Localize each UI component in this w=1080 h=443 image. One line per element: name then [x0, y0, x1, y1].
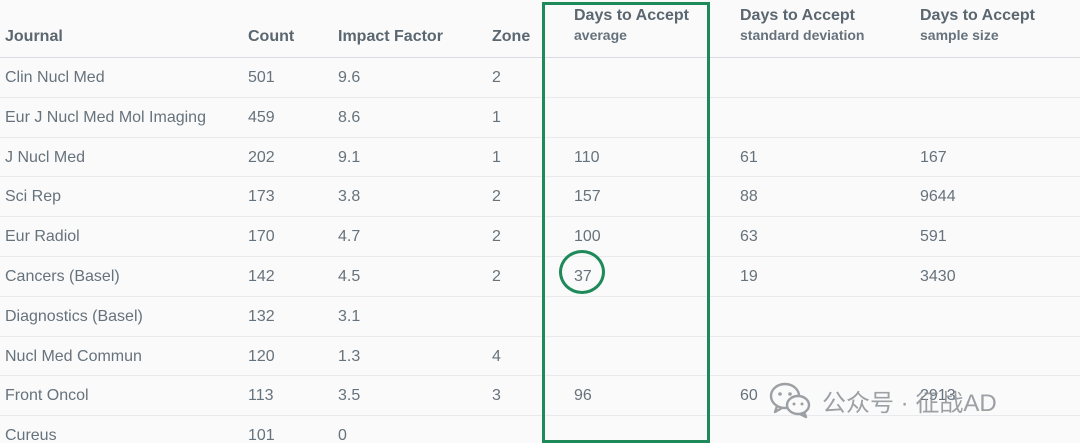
cell-impact-factor: 3.1 — [338, 307, 361, 325]
cell-days-n: 591 — [920, 228, 947, 246]
table-row[interactable]: Cureus 101 0 — [0, 416, 1080, 443]
cell-days-sd: 19 — [740, 267, 758, 285]
cell-impact-factor: 4.7 — [338, 228, 361, 246]
cell-zone: 1 — [492, 108, 501, 126]
cell-days-n: 3430 — [920, 267, 956, 285]
cell-zone: 3 — [492, 387, 501, 405]
cell-days-sd: 60 — [740, 387, 758, 405]
cell-zone: 2 — [492, 69, 501, 86]
cell-zone: 2 — [492, 228, 501, 246]
header-days-average-sub: average — [574, 27, 627, 43]
table-row[interactable]: Front Oncol 113 3.5 3 96 60 2913 — [0, 376, 1080, 417]
wechat-icon — [769, 382, 811, 419]
cell-journal: Clin Nucl Med — [5, 69, 105, 86]
cell-days-n: 2913 — [920, 387, 956, 405]
header-zone[interactable]: Zone — [492, 28, 531, 45]
cell-count: 173 — [248, 188, 275, 206]
cell-zone: 2 — [492, 267, 501, 285]
table-body: Clin Nucl Med 501 9.6 2 Eur J Nucl Med Mol I… — [0, 58, 1080, 443]
watermark-text: 公众号 · 征战AD — [822, 389, 997, 417]
cell-journal: Eur J Nucl Med Mol Imaging — [5, 108, 206, 126]
table-row[interactable]: Cancers (Basel) 142 4.5 2 37 19 3430 — [0, 257, 1080, 297]
header-days-n-title: Days to Accept — [920, 7, 1035, 24]
table-row[interactable]: Eur J Nucl Med Mol Imaging 459 8.6 1 — [0, 98, 1080, 138]
cell-count: 459 — [248, 108, 275, 126]
header-days-n[interactable]: Days to Accept sample size — [920, 6, 1035, 44]
cell-impact-factor: 3.5 — [338, 387, 361, 405]
cell-impact-factor: 4.5 — [338, 267, 361, 285]
header-count[interactable]: Count — [248, 28, 295, 45]
table-row[interactable]: Diagnostics (Basel) 132 3.1 — [0, 297, 1080, 337]
header-days-sd-title: Days to Accept — [740, 7, 855, 24]
cell-count: 202 — [248, 148, 275, 166]
cell-journal: Nucl Med Commun — [5, 347, 142, 365]
header-days-sd[interactable]: Days to Accept standard deviation — [740, 6, 864, 44]
header-days-sd-sub: standard deviation — [740, 27, 865, 43]
cell-days-average: 96 — [574, 387, 592, 405]
cell-days-average: 110 — [574, 148, 600, 166]
cell-journal: Front Oncol — [5, 387, 89, 405]
cell-journal: Cancers (Basel) — [5, 267, 120, 285]
cell-days-average: 37 — [574, 267, 592, 285]
cell-impact-factor: 0 — [338, 427, 347, 443]
header-days-average-title: Days to Accept — [574, 7, 689, 24]
cell-days-sd: 63 — [740, 228, 758, 246]
header-impact-factor[interactable]: Impact Factor — [338, 28, 443, 45]
cell-impact-factor: 8.6 — [338, 108, 361, 126]
cell-days-average: 100 — [574, 228, 601, 246]
table-row[interactable]: Nucl Med Commun 120 1.3 4 — [0, 337, 1080, 377]
header-days-average[interactable]: Days to Accept average — [574, 6, 689, 44]
header-days-n-sub: sample size — [920, 27, 999, 43]
cell-impact-factor: 3.8 — [338, 188, 361, 206]
cell-impact-factor: 1.3 — [338, 347, 361, 365]
table-row[interactable]: Sci Rep 173 3.8 2 157 88 9644 — [0, 177, 1080, 218]
cell-journal: Diagnostics (Basel) — [5, 307, 143, 325]
cell-journal: Cureus — [5, 427, 57, 443]
cell-count: 132 — [248, 307, 275, 325]
cell-zone: 1 — [492, 148, 501, 166]
cell-zone: 4 — [492, 347, 501, 365]
cell-count: 170 — [248, 228, 275, 246]
header-journal[interactable]: Journal — [5, 28, 63, 45]
table-row[interactable]: J Nucl Med 202 9.1 1 110 61 167 — [0, 138, 1080, 178]
table-row[interactable]: Eur Radiol 170 4.7 2 100 63 591 — [0, 217, 1080, 257]
watermark: 公众号 · 征战AD — [768, 380, 997, 420]
cell-count: 142 — [248, 267, 275, 285]
cell-journal: Eur Radiol — [5, 228, 80, 246]
table-header: Journal Count Impact Factor Zone Days to… — [0, 0, 1080, 58]
cell-days-sd: 88 — [740, 188, 758, 206]
cell-days-n: 167 — [920, 148, 947, 166]
cell-count: 501 — [248, 69, 275, 86]
cell-impact-factor: 9.1 — [338, 148, 361, 166]
cell-zone: 2 — [492, 188, 501, 206]
cell-days-n: 9644 — [920, 188, 956, 206]
cell-count: 120 — [248, 347, 275, 365]
cell-journal: Sci Rep — [5, 188, 62, 206]
cell-days-average: 157 — [574, 188, 601, 206]
cell-count: 101 — [248, 427, 275, 443]
cell-count: 113 — [248, 387, 274, 405]
cell-days-sd: 61 — [740, 148, 758, 166]
cell-impact-factor: 9.6 — [338, 69, 361, 86]
cell-journal: J Nucl Med — [5, 148, 86, 166]
table-row[interactable]: Clin Nucl Med 501 9.6 2 — [0, 58, 1080, 98]
